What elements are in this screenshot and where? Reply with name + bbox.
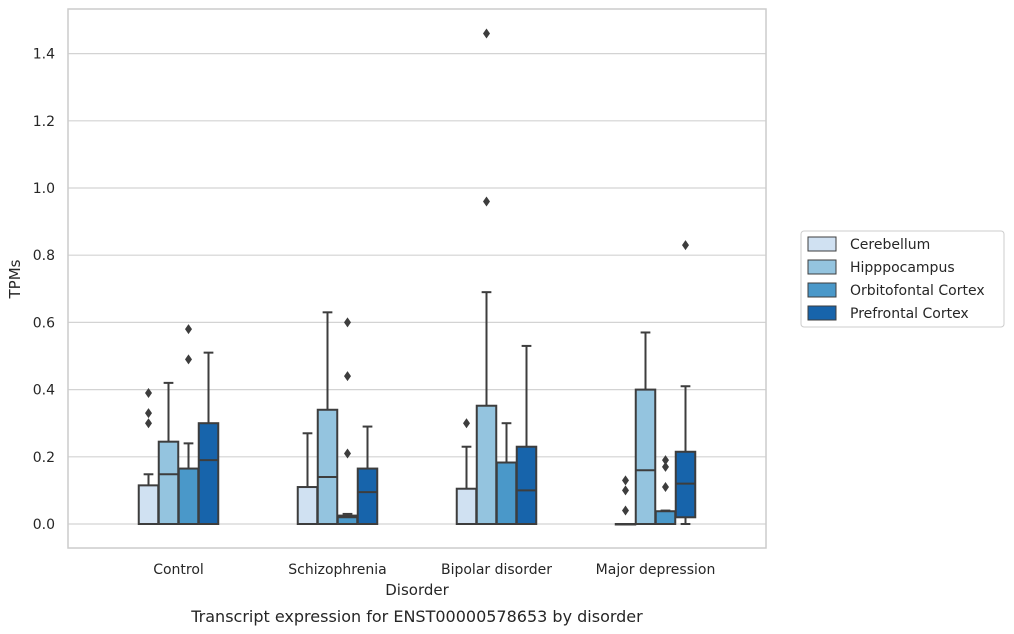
box-cerebellum: [455, 418, 478, 525]
box-prefrontal-cortex: [674, 240, 697, 525]
legend-label: Orbitofontal Cortex: [850, 283, 985, 299]
outlier-marker: [344, 448, 351, 459]
legend-label: Hipppocampus: [850, 260, 955, 276]
box-prefrontal-cortex: [197, 351, 220, 526]
figure-caption: Transcript expression for ENST0000057865…: [190, 607, 643, 626]
y-tick-label: 1.0: [33, 181, 55, 197]
box-body: [157, 440, 180, 525]
x-tick-label: Schizophrenia: [288, 562, 386, 578]
outlier-marker: [483, 196, 490, 207]
box-hipppocampus: [157, 381, 180, 525]
outlier-marker: [662, 461, 669, 472]
box-cerebellum: [614, 475, 637, 526]
outlier-marker: [622, 505, 629, 516]
outlier-marker: [344, 371, 351, 382]
gridlines: [68, 52, 766, 525]
y-axis-label: TPMs: [6, 259, 24, 299]
box-body: [634, 388, 657, 525]
legend-swatch: [807, 236, 837, 252]
boxplot-series: [137, 28, 697, 526]
y-tick-label: 0.4: [33, 383, 55, 399]
outlier-marker: [662, 482, 669, 493]
y-tick-label: 0.8: [33, 248, 55, 264]
y-tick-label: 1.4: [33, 47, 55, 63]
box-body: [475, 404, 498, 525]
box-orbitofontal-cortex: [654, 455, 677, 525]
box-prefrontal-cortex: [515, 344, 538, 525]
outlier-marker: [682, 240, 689, 251]
box-prefrontal-cortex: [356, 425, 379, 525]
outlier-marker: [185, 324, 192, 335]
outlier-marker: [622, 475, 629, 486]
x-axis-ticks: Control Schizophrenia Bipolar disorder Majo…: [153, 562, 715, 578]
outlier-marker: [463, 418, 470, 429]
y-tick-label: 1.2: [33, 114, 55, 130]
outlier-marker: [483, 28, 490, 39]
box-orbitofontal-cortex: [177, 324, 200, 525]
box-hipppocampus: [475, 28, 498, 525]
plot-frame: [67, 8, 767, 549]
outlier-marker: [662, 455, 669, 466]
x-tick-label: Control: [153, 562, 204, 578]
outlier-marker: [185, 354, 192, 365]
box-orbitofontal-cortex: [336, 317, 359, 525]
y-tick-label: 0.6: [33, 315, 55, 331]
outlier-marker: [344, 317, 351, 328]
box-hipppocampus: [634, 331, 657, 525]
box-body: [316, 408, 339, 526]
y-axis-ticks: 0.0 0.2 0.4 0.6 0.8 1.0 1.2 1.4: [33, 47, 55, 533]
legend-swatch: [807, 282, 837, 298]
box-hipppocampus: [316, 311, 339, 526]
box-cerebellum: [296, 432, 319, 526]
box-body: [177, 467, 200, 525]
outlier-marker: [622, 485, 629, 496]
legend-frame: [800, 230, 1005, 328]
box-body: [515, 445, 538, 525]
outlier-marker: [145, 387, 152, 398]
box-body: [495, 461, 518, 525]
legend: Cerebellum Hipppocampus Orbitofontal Corte…: [800, 230, 1005, 328]
box-body: [197, 422, 220, 526]
box-body: [296, 486, 319, 526]
y-tick-label: 0.0: [33, 517, 55, 533]
legend-swatch: [807, 259, 837, 275]
x-axis-label: Disorder: [385, 581, 449, 599]
box-orbitofontal-cortex: [495, 422, 518, 525]
box-body: [455, 487, 478, 525]
box-body: [137, 484, 160, 525]
outlier-marker: [145, 408, 152, 419]
y-tick-label: 0.2: [33, 450, 55, 466]
x-tick-label: Bipolar disorder: [441, 562, 552, 578]
legend-swatch: [807, 305, 837, 321]
legend-label: Prefrontal Cortex: [850, 306, 969, 322]
x-tick-label: Major depression: [596, 562, 716, 578]
outlier-marker: [145, 418, 152, 429]
legend-label: Cerebellum: [850, 237, 930, 253]
box-body: [356, 467, 379, 525]
box-body: [654, 510, 677, 525]
box-cerebellum: [137, 387, 160, 525]
